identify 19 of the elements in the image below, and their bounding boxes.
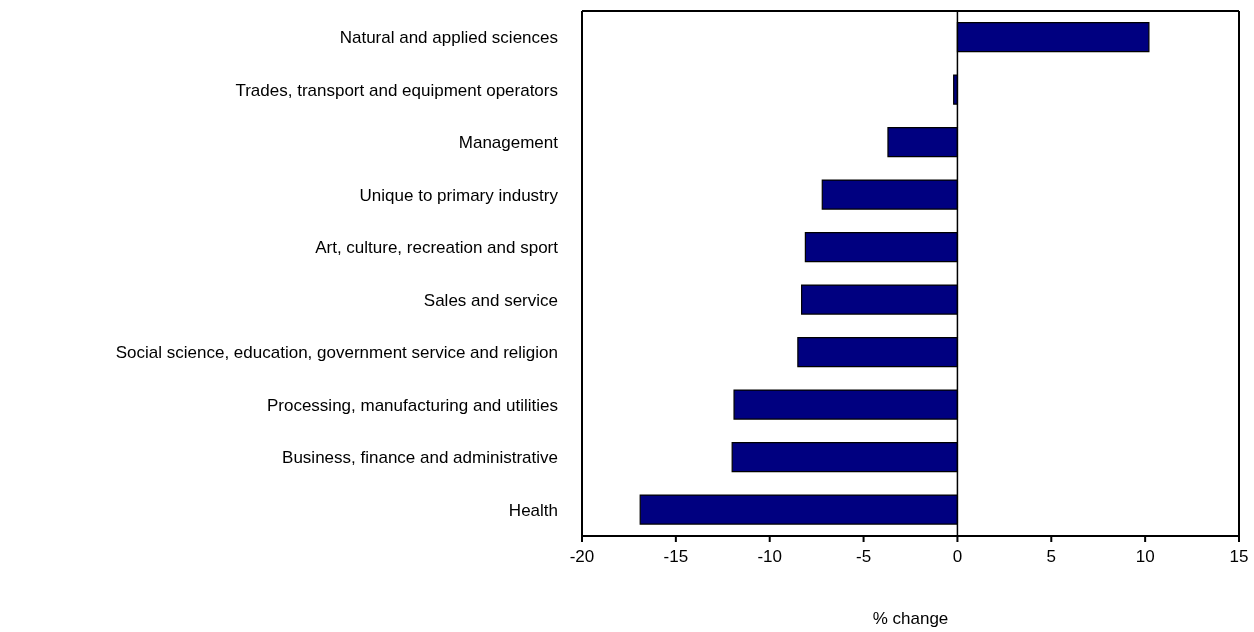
x-tick-label: 15 bbox=[1229, 547, 1249, 567]
y-tick-label: Processing, manufacturing and utilities bbox=[266, 395, 558, 415]
x-tick-label: 0 bbox=[952, 547, 963, 567]
y-tick-label: Social science, education, government service and religion bbox=[115, 343, 558, 363]
y-tick-label: Natural and applied sciences bbox=[339, 28, 558, 48]
y-tick-label: Trades, transport and equipment operators bbox=[235, 80, 558, 100]
y-tick-label: Health bbox=[508, 500, 558, 520]
x-tick-label: -15 bbox=[663, 547, 689, 567]
y-tick-label: Art, culture, recreation and sport bbox=[315, 238, 559, 258]
x-axis-title: % change bbox=[872, 609, 949, 628]
y-tick-label: Unique to primary industry bbox=[359, 185, 559, 205]
y-tick-label: Sales and service bbox=[423, 290, 558, 310]
y-tick-label: Business, finance and administrative bbox=[282, 448, 558, 468]
x-tick-label: -10 bbox=[757, 547, 782, 567]
x-tick-label: 5 bbox=[1046, 547, 1057, 567]
x-tick-label: -5 bbox=[856, 547, 872, 567]
x-tick-label: 10 bbox=[1135, 547, 1155, 567]
y-tick-label: Management bbox=[458, 133, 559, 153]
x-tick-label: -20 bbox=[569, 547, 595, 567]
